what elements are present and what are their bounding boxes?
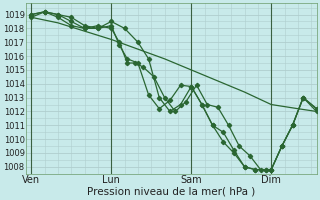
X-axis label: Pression niveau de la mer( hPa ): Pression niveau de la mer( hPa ) [87, 187, 255, 197]
